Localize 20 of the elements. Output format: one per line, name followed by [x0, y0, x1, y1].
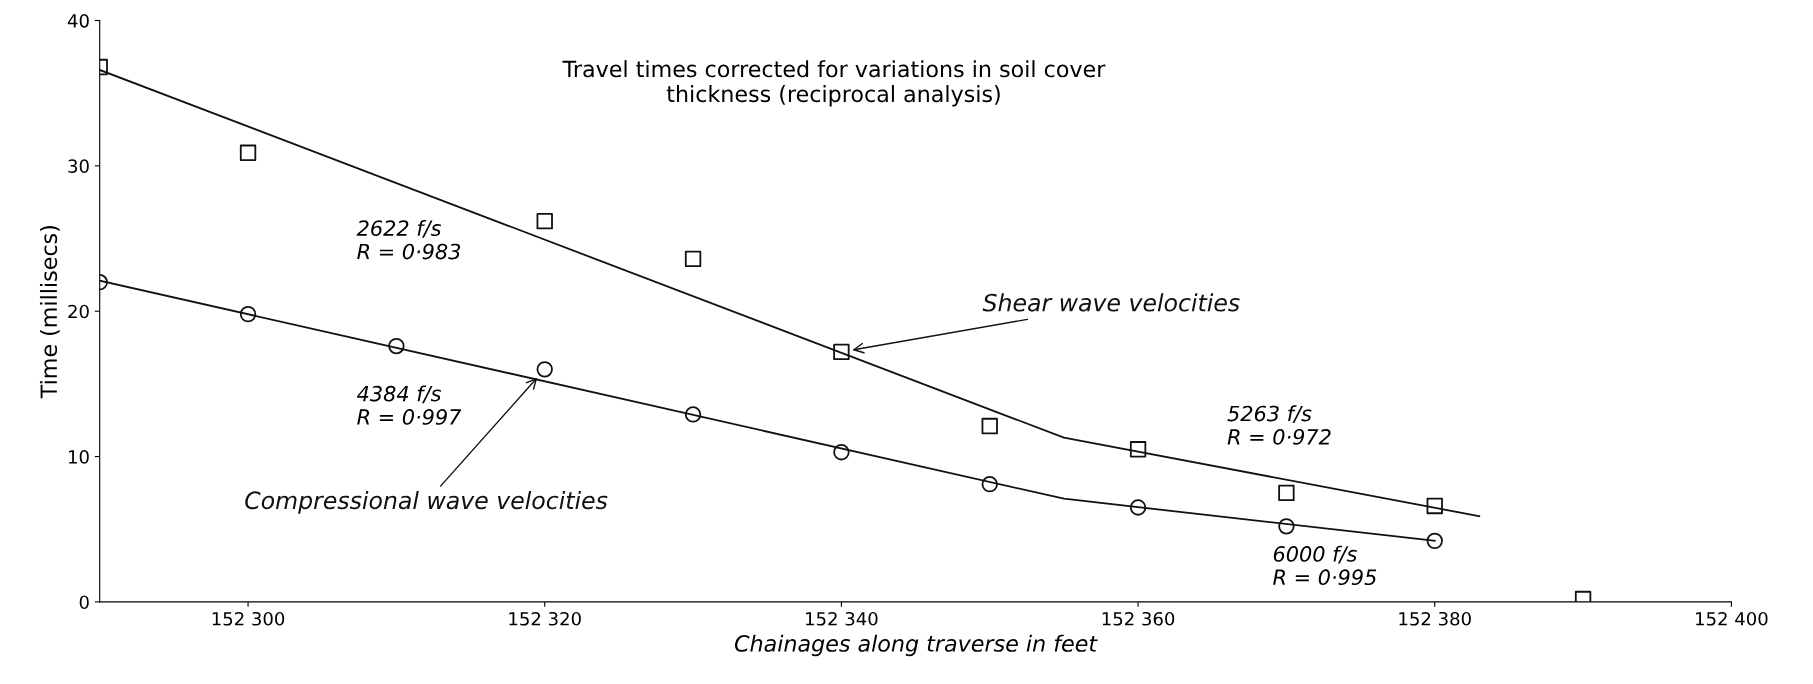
x-tick-label: 152 320 [509, 611, 581, 626]
text: Shear wave velocities [982, 293, 1240, 312]
annotation: 4384 f/s R = 0·997 [356, 385, 462, 425]
annotation: 6000 f/s R = 0·995 [1273, 545, 1377, 586]
y-tick-label: 30 [68, 159, 89, 173]
y-axis-title: Time (millisecs) [39, 226, 60, 399]
annotation: 5263 f/s R = 0·972 [1227, 405, 1331, 445]
y-tick-label: 40 [67, 13, 89, 28]
x-tick-label: 152 380 [1399, 611, 1471, 626]
annotation: 2622 f/s R = 0·983 [356, 219, 461, 260]
y-tick-label: 0 [79, 595, 89, 610]
y-tick-label: 10 [69, 450, 89, 464]
x-tick-label: 152 400 [1696, 611, 1768, 626]
x-tick-label: 152 300 [212, 611, 285, 626]
y-tick-label: 20 [68, 304, 89, 319]
text: Compressional wave velocities [245, 490, 608, 514]
text: Travel times corrected for variations in soil cover thickness (reciprocal analysis) [562, 60, 1106, 107]
x-tick-label: 152 360 [1102, 611, 1175, 626]
x-tick-label: 152 340 [806, 611, 878, 626]
x-axis-title: Chainages along traverse in feet [734, 634, 1098, 657]
